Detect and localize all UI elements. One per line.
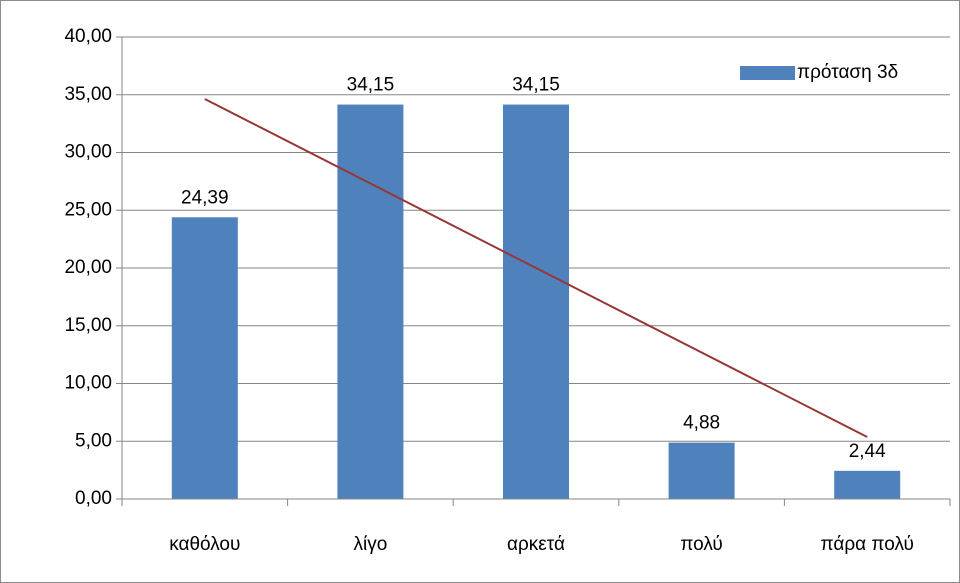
bar xyxy=(668,442,735,499)
y-tick-label: 10,00 xyxy=(64,373,112,394)
data-label: 4,88 xyxy=(683,413,720,434)
data-label: 24,39 xyxy=(181,187,229,208)
x-tick-label: λίγο xyxy=(354,534,388,555)
bar xyxy=(171,217,238,499)
bars xyxy=(171,104,901,499)
legend: πρόταση 3δ xyxy=(740,62,898,83)
bar xyxy=(834,470,901,499)
data-label: 2,44 xyxy=(849,441,886,462)
y-tick-label: 5,00 xyxy=(75,430,112,451)
y-tick-label: 15,00 xyxy=(64,315,112,336)
y-tick-label: 40,00 xyxy=(64,26,112,47)
legend-label: πρόταση 3δ xyxy=(797,62,898,83)
trendline xyxy=(204,98,868,438)
data-labels: 24,39 34,15 34,15 4,88 2,44 xyxy=(181,75,886,462)
trendline-line xyxy=(204,98,868,438)
x-tick-label: καθόλου xyxy=(169,534,240,555)
y-tick-label: 0,00 xyxy=(75,488,112,509)
legend-swatch xyxy=(740,66,795,80)
data-label: 34,15 xyxy=(512,75,560,96)
bar xyxy=(503,104,569,499)
y-tick-label: 25,00 xyxy=(64,199,112,220)
bar xyxy=(337,104,404,499)
x-tick-label: πάρα πολύ xyxy=(821,534,914,555)
y-tick-label: 20,00 xyxy=(64,257,112,278)
data-label: 34,15 xyxy=(347,75,395,96)
y-tick-label: 35,00 xyxy=(64,84,112,105)
x-tick-label: πολύ xyxy=(680,534,722,555)
axes: 0,00 5,00 10,00 15,00 20,00 25,00 30,00 35,00 40… xyxy=(64,26,951,555)
x-tick-label: αρκετά xyxy=(507,534,565,555)
y-tick-label: 30,00 xyxy=(64,142,112,163)
